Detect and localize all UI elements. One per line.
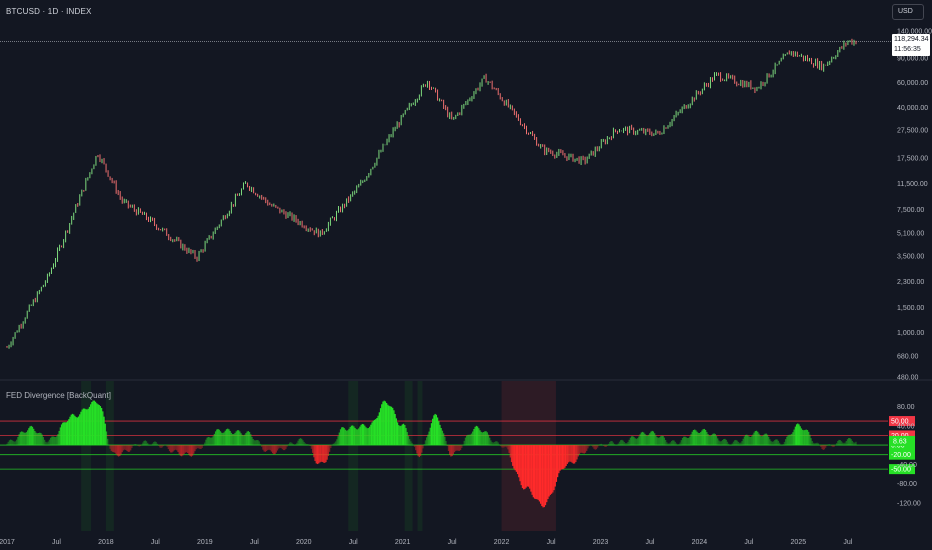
level-tag-label: 50.00 bbox=[891, 419, 909, 426]
indicator-bars bbox=[6, 400, 857, 508]
x-axis-tick-label: Jul bbox=[645, 539, 654, 546]
price-axis-tick-label: 3,500.00 bbox=[897, 253, 924, 260]
price-axis-tick-label: 680.00 bbox=[897, 353, 919, 360]
price-axis-tick-label: 1,500.00 bbox=[897, 305, 924, 312]
price-axis-tick-label: 90,000.00 bbox=[897, 55, 928, 62]
level-tag bbox=[889, 416, 915, 427]
indicator-axis-tick-label: 40.00 bbox=[897, 423, 915, 430]
price-axis-tick-label: 5,100.00 bbox=[897, 230, 924, 237]
current-price: 118,294.34 bbox=[894, 36, 929, 43]
current-price-tag: 118,294.34 11:56:35 bbox=[892, 34, 930, 56]
price-axis-tick-label: 2,300.00 bbox=[897, 279, 924, 286]
level-tag-label: -20.00 bbox=[891, 452, 911, 459]
bar-countdown: 11:56:35 bbox=[894, 46, 921, 53]
x-axis-tick-label: Jul bbox=[744, 539, 753, 546]
x-axis-tick-label: 2021 bbox=[395, 539, 411, 546]
price-axis-tick-label: 7,500.00 bbox=[897, 207, 924, 214]
price-axis-tick-label: 480.00 bbox=[897, 375, 919, 382]
price-axis-tick-label: 60,000.00 bbox=[897, 80, 928, 87]
x-axis-tick-label: 2025 bbox=[791, 539, 807, 546]
signal-zone bbox=[105, 381, 114, 531]
x-axis-tick-label: Jul bbox=[250, 539, 259, 546]
price-candles bbox=[6, 38, 857, 349]
x-axis-tick-label: Jul bbox=[547, 539, 556, 546]
x-axis-tick-label: Jul bbox=[52, 539, 61, 546]
symbol-title[interactable]: BTCUSD · 1D · INDEX bbox=[6, 7, 92, 16]
indicator-title[interactable]: FED Divergence [BackQuant] bbox=[6, 391, 111, 400]
x-axis-tick-label: 2022 bbox=[494, 539, 510, 546]
indicator-axis-tick-label: -120.00 bbox=[897, 500, 921, 507]
indicator-value-label: 8.63 bbox=[893, 438, 907, 445]
x-axis-tick-label: Jul bbox=[349, 539, 358, 546]
level-tag bbox=[889, 449, 915, 460]
x-axis-tick-label: 2024 bbox=[692, 539, 708, 546]
level-tag bbox=[889, 464, 915, 475]
signal-zone bbox=[348, 381, 359, 531]
indicator-axis-tick-label: 80.00 bbox=[897, 404, 915, 411]
price-axis-tick-label: 11,500.00 bbox=[897, 181, 928, 188]
indicator-value-tag bbox=[889, 435, 915, 446]
signal-zone bbox=[404, 381, 413, 531]
price-axis-tick-label: 27,500.00 bbox=[897, 128, 928, 135]
price-axis-tick-label: 17,500.00 bbox=[897, 155, 928, 162]
x-axis-tick-label: Jul bbox=[843, 539, 852, 546]
indicator-axis-tick-label: -40.00 bbox=[897, 462, 917, 469]
x-axis-tick-label: 2019 bbox=[197, 539, 213, 546]
x-axis-tick-label: 2020 bbox=[296, 539, 312, 546]
level-tag bbox=[889, 430, 915, 441]
price-axis-tick-label: 140,000.00 bbox=[897, 29, 932, 36]
currency-button[interactable]: USD bbox=[892, 4, 924, 20]
price-axis-tick-label: 40,000.00 bbox=[897, 105, 928, 112]
indicator-axis-tick-label: -80.00 bbox=[897, 481, 917, 488]
price-axis-tick-label: 1,000.00 bbox=[897, 330, 924, 337]
x-axis-tick-label: Jul bbox=[448, 539, 457, 546]
x-axis-tick-label: 2023 bbox=[593, 539, 609, 546]
level-tag-label: -50.00 bbox=[891, 467, 911, 474]
x-axis-tick-label: Jul bbox=[151, 539, 160, 546]
x-axis-tick-label: 2018 bbox=[98, 539, 114, 546]
signal-zone bbox=[81, 381, 92, 531]
x-axis-tick-label: 2017 bbox=[0, 539, 15, 546]
level-tag-label: 0.00 bbox=[891, 443, 905, 450]
